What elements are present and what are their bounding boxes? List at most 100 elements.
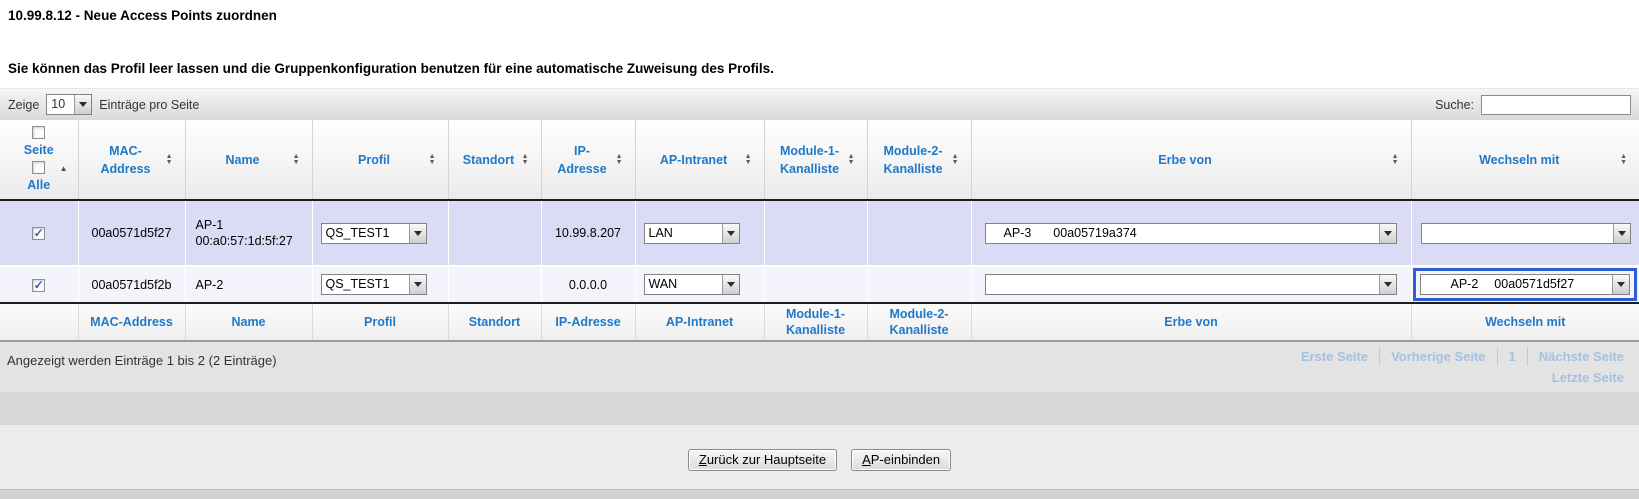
page-size-label: Zeige: [8, 97, 40, 112]
footer-column-mac-address: MAC-Address: [78, 302, 186, 342]
ip-adresse-cell: 10.99.8.207: [541, 200, 636, 267]
name-cell: AP-1 00:a0:57:1d:5f:27: [185, 200, 313, 267]
ap-intranet-cell: WAN: [635, 266, 765, 303]
profil-cell: QS_TEST1: [312, 200, 449, 267]
module-1-kanalliste-cell: [764, 266, 868, 303]
erbe-von-select[interactable]: AP-3 00a05719a374: [984, 222, 1397, 244]
table-row: 00a0571d5f27 AP-1 00:a0:57:1d:5f:27 QS_T…: [0, 200, 1639, 267]
dropdown-arrow-icon: [1612, 275, 1629, 294]
access-points-table: Seite Alle MAC-Address Name Profil Stand…: [0, 120, 1639, 342]
pagination-next[interactable]: Nächste Seite: [1526, 347, 1635, 366]
table-info-bar: Angezeigt werden Einträge 1 bis 2 (2 Ein…: [0, 342, 1639, 392]
dropdown-arrow-icon: [408, 223, 426, 243]
ip-adresse-cell: 0.0.0.0: [541, 266, 636, 303]
search-label: Suche:: [1435, 97, 1474, 112]
table-footer-row: MAC-Address Name Profil Standort IP-Adre…: [0, 302, 1639, 342]
table-header-row: Seite Alle MAC-Address Name Profil Stand…: [0, 120, 1639, 201]
pagination-current-page[interactable]: 1: [1496, 347, 1527, 366]
spacer-band: [0, 392, 1639, 425]
sort-icon[interactable]: [1620, 154, 1627, 166]
focus-highlight-box: AP-2 00a0571d5f27: [1412, 268, 1637, 301]
pagination: Erste Seite Vorherige Seite 1 Nächste Se…: [1290, 347, 1635, 387]
ap-intranet-select[interactable]: WAN: [643, 274, 740, 295]
sort-icon[interactable]: [745, 154, 752, 166]
sort-icon[interactable]: [522, 154, 529, 166]
dropdown-arrow-icon: [721, 275, 739, 294]
column-header-profil[interactable]: Profil: [312, 120, 449, 201]
row-checkbox[interactable]: [32, 226, 46, 241]
erbe-von-select[interactable]: [984, 274, 1397, 295]
dropdown-arrow-icon: [721, 223, 739, 243]
table-toolbar: Zeige 10 Einträge pro Seite Suche:: [0, 88, 1639, 120]
select-page-checkbox[interactable]: [32, 126, 46, 139]
standort-cell: [448, 266, 542, 303]
sort-icon[interactable]: [429, 154, 436, 166]
column-header-standort[interactable]: Standort: [448, 120, 542, 201]
footer-column-wechseln-mit: Wechseln mit: [1411, 302, 1639, 342]
dropdown-arrow-icon: [1378, 275, 1396, 294]
module-2-kanalliste-cell: [867, 200, 972, 267]
module-2-kanalliste-cell: [867, 266, 972, 303]
dropdown-arrow-icon: [408, 275, 426, 294]
footer-column-name: Name: [185, 302, 313, 342]
search-input[interactable]: [1481, 94, 1631, 115]
erbe-von-cell: [971, 266, 1412, 303]
column-header-name[interactable]: Name: [185, 120, 313, 201]
column-header-mac-address[interactable]: MAC-Address: [78, 120, 186, 201]
profil-cell: QS_TEST1: [312, 266, 449, 303]
footer-column-module-1-kanalliste: Module-1-Kanalliste: [764, 302, 868, 342]
sort-icon[interactable]: [166, 154, 173, 166]
entries-info-text: Angezeigt werden Einträge 1 bis 2 (2 Ein…: [7, 353, 277, 368]
pagination-last[interactable]: Letzte Seite: [1551, 370, 1624, 385]
footer-column-select: [0, 302, 79, 342]
ap-intranet-select[interactable]: LAN: [643, 222, 740, 244]
wechseln-mit-cell: [1411, 200, 1639, 267]
ap-intranet-cell: LAN: [635, 200, 765, 267]
page-title: 10.99.8.12 - Neue Access Points zuordnen: [8, 8, 277, 23]
sort-icon[interactable]: [1392, 154, 1399, 166]
select-all-checkbox[interactable]: [32, 161, 46, 174]
sort-icon[interactable]: [616, 154, 623, 166]
select-all-label[interactable]: Alle: [27, 178, 51, 192]
pagination-previous[interactable]: Vorherige Seite: [1379, 347, 1496, 366]
standort-cell: [448, 200, 542, 267]
footer-column-ap-intranet: AP-Intranet: [635, 302, 765, 342]
column-header-erbe-von[interactable]: Erbe von: [971, 120, 1412, 201]
mac-address-cell: 00a0571d5f27: [78, 200, 186, 267]
sort-icon[interactable]: [293, 154, 300, 166]
wechseln-mit-cell: AP-2 00a0571d5f27: [1411, 266, 1639, 303]
page-description: Sie können das Profil leer lassen und di…: [8, 61, 774, 76]
column-header-select: Seite Alle: [0, 120, 79, 201]
footer-column-erbe-von: Erbe von: [971, 302, 1412, 342]
column-header-wechseln-mit[interactable]: Wechseln mit: [1411, 120, 1639, 201]
module-1-kanalliste-cell: [764, 200, 868, 267]
sort-ascending-icon[interactable]: [60, 164, 68, 173]
column-header-module-1-kanalliste[interactable]: Module-1-Kanalliste: [764, 120, 868, 201]
profil-select[interactable]: QS_TEST1: [320, 274, 427, 295]
column-header-module-2-kanalliste[interactable]: Module-2-Kanalliste: [867, 120, 972, 201]
entries-per-page-label: Einträge pro Seite: [99, 97, 200, 112]
pagination-first[interactable]: Erste Seite: [1300, 349, 1369, 364]
mac-address-cell: 00a0571d5f2b: [78, 266, 186, 303]
erbe-von-cell: AP-3 00a05719a374: [971, 200, 1412, 267]
wechseln-mit-select[interactable]: [1420, 222, 1631, 244]
name-cell: AP-2: [185, 266, 313, 303]
column-header-ap-intranet[interactable]: AP-Intranet: [635, 120, 765, 201]
action-area: Zurück zur Hauptseite AP-einbinden: [0, 425, 1639, 489]
select-page-label[interactable]: Seite: [23, 143, 54, 157]
back-to-mainpage-button[interactable]: Zurück zur Hauptseite: [687, 449, 838, 471]
column-header-ip-adresse[interactable]: IP-Adresse: [541, 120, 636, 201]
footer-column-profil: Profil: [312, 302, 449, 342]
ap-einbinden-button[interactable]: AP-einbinden: [851, 449, 952, 471]
row-checkbox[interactable]: [32, 278, 46, 292]
footer-column-ip-adresse: IP-Adresse: [541, 302, 636, 342]
sort-icon[interactable]: [952, 154, 959, 166]
table-row: 00a0571d5f2b AP-2 QS_TEST1 0.0.0.0 WAN: [0, 266, 1639, 303]
bottom-edge: [0, 489, 1639, 499]
profil-select[interactable]: QS_TEST1: [320, 222, 427, 244]
dropdown-arrow-icon: [74, 95, 92, 114]
page-size-select[interactable]: 10: [46, 94, 93, 115]
wechseln-mit-select[interactable]: AP-2 00a0571d5f27: [1419, 274, 1630, 295]
sort-icon[interactable]: [848, 154, 855, 166]
dropdown-arrow-icon: [1612, 223, 1630, 243]
